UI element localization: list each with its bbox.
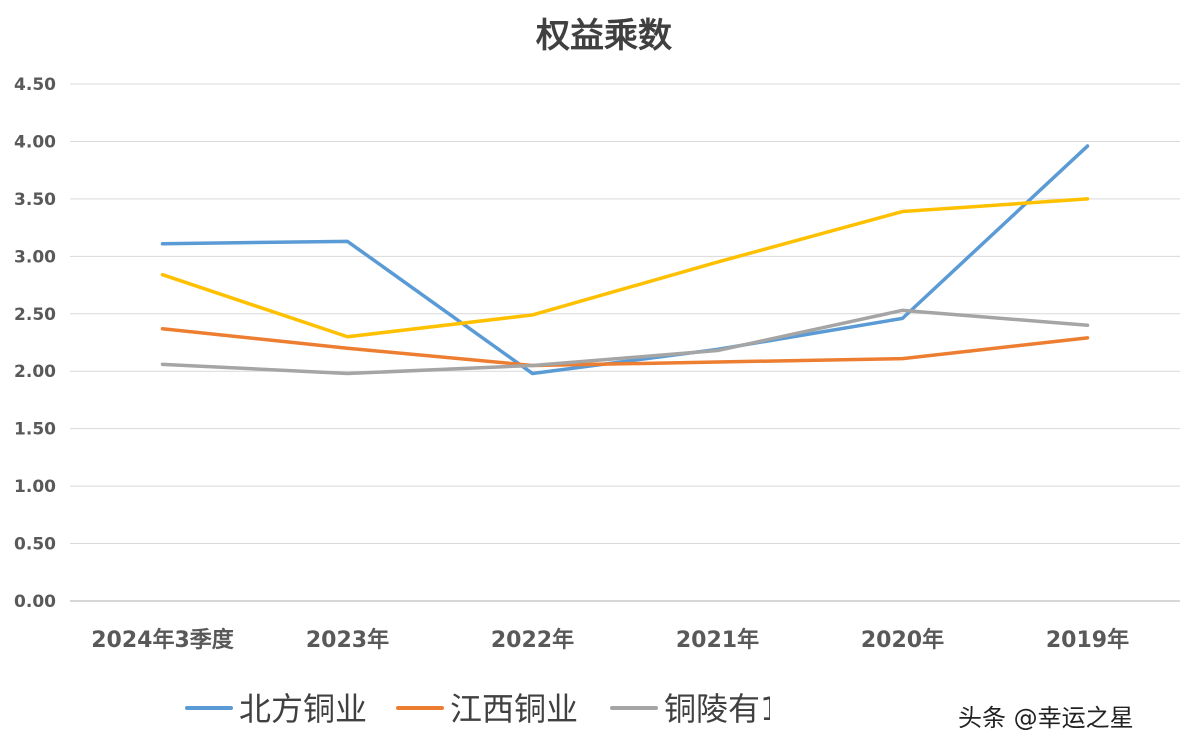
legend-label: 江西铜业 <box>450 690 578 728</box>
grid-lines <box>70 83 1180 602</box>
legend-cutoff <box>770 686 950 726</box>
y-tick-label: 0.00 <box>14 592 56 612</box>
y-tick-label: 3.00 <box>14 247 56 267</box>
y-tick-label: 0.50 <box>14 535 56 555</box>
x-tick-label: 2020年 <box>861 627 944 653</box>
x-axis: 2024年3季度 2023年 2022年 2021年 2020年 2019年 <box>91 627 1129 653</box>
y-axis: 0.00 0.50 1.00 1.50 2.00 2.50 3.00 3.50 4.00 4.50 <box>14 75 56 612</box>
series-line-3 <box>160 308 1090 376</box>
chart-title: 权益乘数 <box>535 16 672 56</box>
y-tick-label: 3.50 <box>14 190 56 210</box>
series-line-1 <box>160 144 1090 376</box>
y-tick-label: 1.50 <box>14 420 56 440</box>
y-tick-label: 4.50 <box>14 75 56 95</box>
x-tick-label: 2022年 <box>491 627 574 653</box>
series-lines <box>160 144 1090 376</box>
x-tick-label: 2019年 <box>1046 627 1129 653</box>
x-tick-label: 2021年 <box>676 627 759 653</box>
y-tick-label: 2.50 <box>14 305 56 325</box>
y-tick-label: 1.00 <box>14 477 56 497</box>
legend-label: 铜陵有1 <box>664 690 780 728</box>
watermark: 头条 @幸运之星 <box>958 704 1134 732</box>
x-tick-label: 2024年3季度 <box>91 627 235 653</box>
y-tick-label: 4.00 <box>14 132 56 152</box>
series-line-2 <box>160 326 1090 368</box>
x-tick-label: 2023年 <box>306 627 389 653</box>
y-tick-label: 2.00 <box>14 362 56 382</box>
watermark-text: 头条 @幸运之星 <box>958 704 1134 732</box>
legend: 北方铜业 江西铜业 铜陵有1 <box>185 686 950 728</box>
series-line-4 <box>160 197 1090 339</box>
legend-label: 北方铜业 <box>239 690 367 728</box>
